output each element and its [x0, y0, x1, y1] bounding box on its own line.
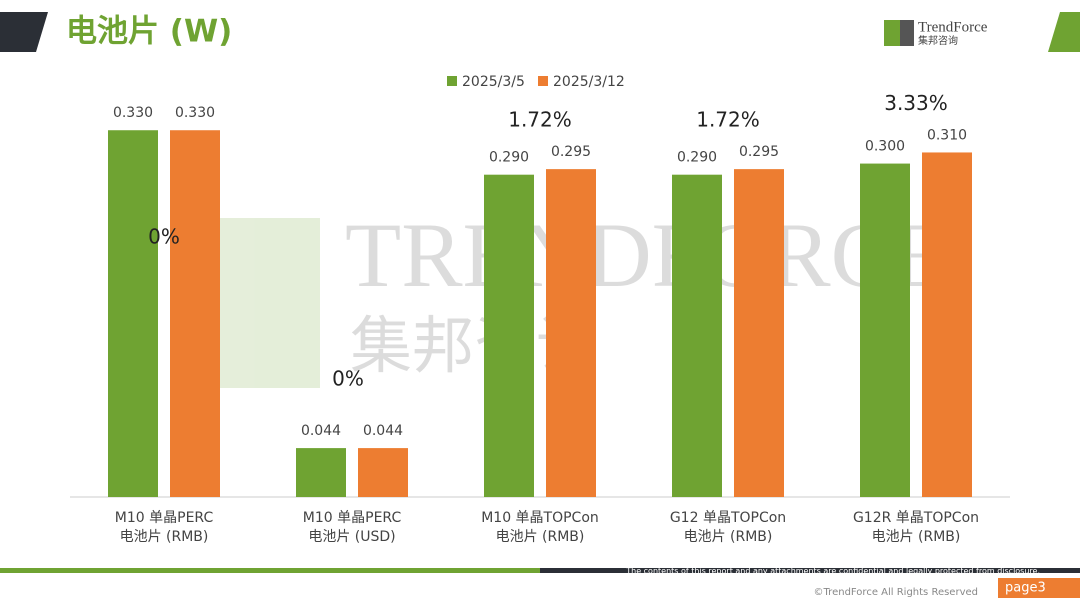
data-label: 0.295 — [551, 144, 591, 160]
watermark-name: TRENDFORCE — [345, 204, 948, 306]
logo-name: TrendForce — [918, 19, 988, 35]
legend-swatch — [538, 76, 548, 86]
data-label: 0.300 — [865, 139, 905, 155]
change-label: 1.72% — [508, 108, 572, 132]
data-label: 0.290 — [489, 150, 529, 166]
page-number: page3 — [1005, 581, 1046, 596]
change-label: 1.72% — [696, 108, 760, 132]
bar — [358, 448, 408, 497]
copyright: ©TrendForce All Rights Reserved — [814, 587, 978, 598]
data-label: 0.310 — [927, 127, 967, 143]
bar — [484, 174, 534, 497]
disclaimer: The contents of this report and any atta… — [625, 567, 1040, 576]
bar — [170, 130, 220, 497]
x-tick-label: G12R 单晶TOPCon 电池片 (RMB) — [853, 510, 979, 545]
header-bar — [0, 12, 48, 52]
data-label: 0.330 — [113, 105, 153, 121]
page-badge — [998, 578, 1080, 598]
bar — [672, 174, 722, 497]
data-label: 0.044 — [363, 423, 403, 439]
legend-label: 2025/3/5 — [462, 74, 525, 90]
bar — [860, 163, 910, 498]
footer-bar-dark — [540, 568, 1080, 573]
change-label: 3.33% — [884, 91, 948, 115]
data-label: 0.290 — [677, 150, 717, 166]
watermark: TRENDFORCE 集邦咨询 — [180, 204, 948, 388]
x-tick-label: M10 单晶TOPCon 电池片 (RMB) — [481, 510, 599, 545]
bar — [296, 448, 346, 497]
change-label: 0% — [332, 367, 364, 391]
data-label: 0.330 — [175, 105, 215, 121]
x-tick-label: M10 单晶PERC 电池片 (USD) — [303, 510, 402, 545]
logo-icon — [900, 20, 914, 46]
bar — [734, 169, 784, 497]
data-label: 0.044 — [301, 423, 341, 439]
data-label: 0.295 — [739, 144, 779, 160]
bar — [108, 130, 158, 497]
legend-label: 2025/3/12 — [553, 74, 625, 90]
change-label: 0% — [148, 225, 180, 249]
x-tick-label: G12 单晶TOPCon 电池片 (RMB) — [670, 510, 786, 545]
bar — [546, 169, 596, 497]
x-tick-label: M10 单晶PERC 电池片 (RMB) — [115, 510, 214, 545]
header-accent — [1048, 12, 1080, 52]
bar — [922, 152, 972, 497]
legend-swatch — [447, 76, 457, 86]
logo-sub: 集邦咨询 — [918, 34, 958, 47]
logo-icon — [884, 20, 900, 46]
slide-title: 电池片 (W) — [66, 14, 232, 50]
